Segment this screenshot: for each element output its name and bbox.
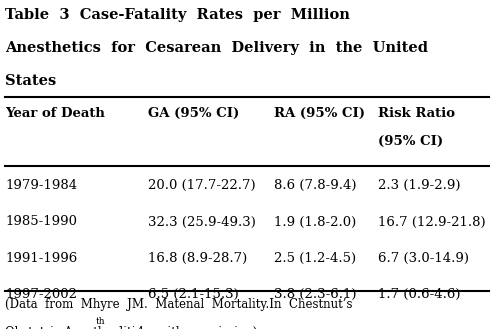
Text: 32.3 (25.9-49.3): 32.3 (25.9-49.3) bbox=[148, 215, 256, 229]
Text: States: States bbox=[5, 74, 56, 88]
Text: 1985-1990: 1985-1990 bbox=[5, 215, 77, 229]
Text: Table  3  Case-Fatality  Rates  per  Million: Table 3 Case-Fatality Rates per Million bbox=[5, 8, 350, 22]
Text: Risk Ratio: Risk Ratio bbox=[378, 107, 455, 120]
Text: 3.8 (2.3-6.1): 3.8 (2.3-6.1) bbox=[274, 288, 357, 301]
Text: 2.5 (1.2-4.5): 2.5 (1.2-4.5) bbox=[274, 252, 356, 265]
Text: 2.3 (1.9-2.9): 2.3 (1.9-2.9) bbox=[378, 179, 460, 192]
Text: 1.7 (0.6-4.6): 1.7 (0.6-4.6) bbox=[378, 288, 460, 301]
Text: th: th bbox=[95, 317, 105, 326]
Text: edition. with permission).: edition. with permission). bbox=[105, 326, 261, 329]
Text: Year of Death: Year of Death bbox=[5, 107, 105, 120]
Text: GA (95% CI): GA (95% CI) bbox=[148, 107, 240, 120]
Text: 6.7 (3.0-14.9): 6.7 (3.0-14.9) bbox=[378, 252, 469, 265]
Text: 6.5 (2.1-15.3): 6.5 (2.1-15.3) bbox=[148, 288, 239, 301]
Text: Obstetric Anesthesia. 4: Obstetric Anesthesia. 4 bbox=[5, 326, 144, 329]
Text: 20.0 (17.7-22.7): 20.0 (17.7-22.7) bbox=[148, 179, 256, 192]
Text: (95% CI): (95% CI) bbox=[378, 135, 443, 148]
Text: RA (95% CI): RA (95% CI) bbox=[274, 107, 365, 120]
Text: 1997-2002: 1997-2002 bbox=[5, 288, 77, 301]
Text: 8.6 (7.8-9.4): 8.6 (7.8-9.4) bbox=[274, 179, 357, 192]
Text: 16.8 (8.9-28.7): 16.8 (8.9-28.7) bbox=[148, 252, 247, 265]
Text: Anesthetics  for  Cesarean  Delivery  in  the  United: Anesthetics for Cesarean Delivery in the… bbox=[5, 41, 428, 55]
Text: 1991-1996: 1991-1996 bbox=[5, 252, 77, 265]
Text: 1979-1984: 1979-1984 bbox=[5, 179, 77, 192]
Text: 1.9 (1.8-2.0): 1.9 (1.8-2.0) bbox=[274, 215, 356, 229]
Text: (Data  from  Mhyre  JM.  Matenal  Mortality.In  Chestnut’s: (Data from Mhyre JM. Matenal Mortality.I… bbox=[5, 298, 352, 311]
Text: 16.7 (12.9-21.8): 16.7 (12.9-21.8) bbox=[378, 215, 486, 229]
